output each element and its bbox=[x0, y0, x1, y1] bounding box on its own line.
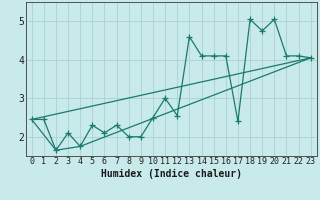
X-axis label: Humidex (Indice chaleur): Humidex (Indice chaleur) bbox=[101, 169, 242, 179]
